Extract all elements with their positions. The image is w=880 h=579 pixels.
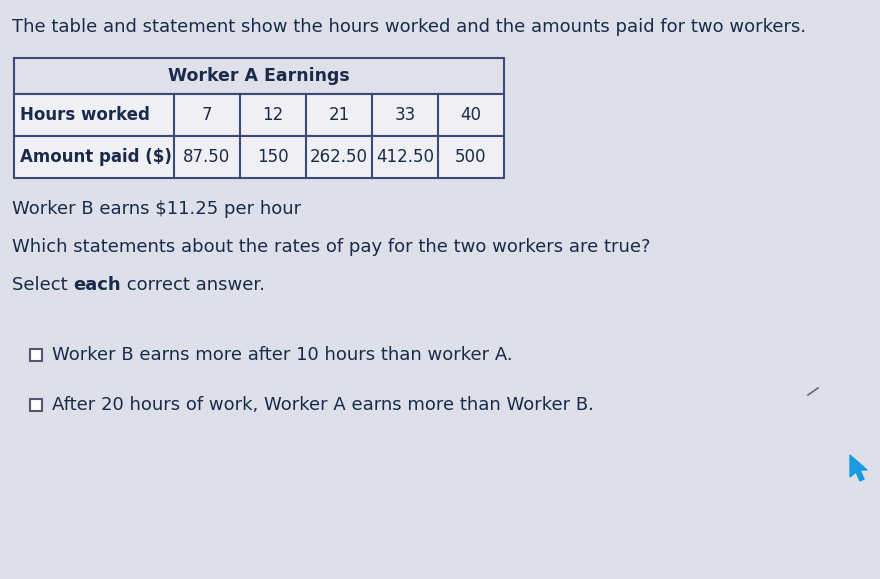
Text: 40: 40 xyxy=(460,106,481,124)
Text: 150: 150 xyxy=(257,148,289,166)
Bar xyxy=(30,349,42,361)
Text: 500: 500 xyxy=(455,148,487,166)
Text: Worker B earns $11.25 per hour: Worker B earns $11.25 per hour xyxy=(12,200,301,218)
Text: After 20 hours of work, Worker A earns more than Worker B.: After 20 hours of work, Worker A earns m… xyxy=(52,396,594,414)
Text: correct answer.: correct answer. xyxy=(121,276,265,294)
Bar xyxy=(14,58,504,94)
Text: The table and statement show the hours worked and the amounts paid for two worke: The table and statement show the hours w… xyxy=(12,18,806,36)
Bar xyxy=(30,399,42,411)
Text: Select: Select xyxy=(12,276,73,294)
Text: 87.50: 87.50 xyxy=(183,148,231,166)
Text: 412.50: 412.50 xyxy=(376,148,434,166)
Text: Which statements about the rates of pay for the two workers are true?: Which statements about the rates of pay … xyxy=(12,238,650,256)
Text: 12: 12 xyxy=(262,106,283,124)
Bar xyxy=(14,136,504,178)
Text: Worker A Earnings: Worker A Earnings xyxy=(168,67,350,85)
Text: each: each xyxy=(73,276,121,294)
Text: 7: 7 xyxy=(202,106,212,124)
Text: 262.50: 262.50 xyxy=(310,148,368,166)
Text: Worker B earns more after 10 hours than worker A.: Worker B earns more after 10 hours than … xyxy=(52,346,513,364)
Text: 33: 33 xyxy=(394,106,415,124)
Text: Amount paid ($): Amount paid ($) xyxy=(20,148,172,166)
Polygon shape xyxy=(850,455,867,481)
Bar xyxy=(14,94,504,136)
Text: Hours worked: Hours worked xyxy=(20,106,150,124)
Text: 21: 21 xyxy=(328,106,349,124)
